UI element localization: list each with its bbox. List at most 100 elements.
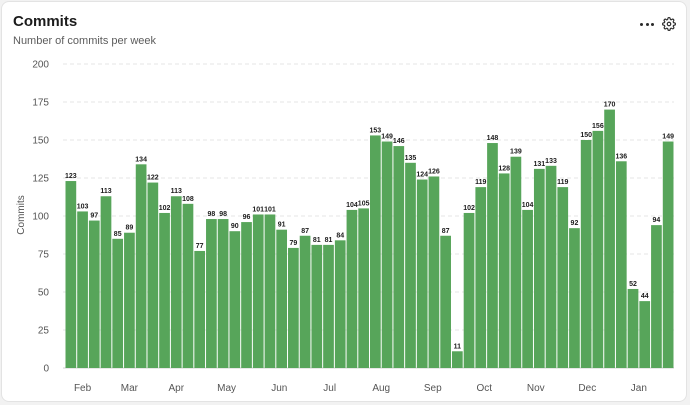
bar[interactable] bbox=[276, 229, 288, 368]
bar[interactable] bbox=[533, 168, 545, 368]
bar-value-label: 104 bbox=[522, 202, 534, 209]
y-tick-label: 0 bbox=[43, 364, 49, 375]
bar[interactable] bbox=[206, 219, 217, 368]
bar[interactable] bbox=[124, 232, 135, 368]
x-tick-label: Feb bbox=[74, 383, 92, 394]
bar-value-label: 101 bbox=[264, 206, 276, 213]
bar-value-label: 139 bbox=[510, 149, 522, 156]
bar-value-label: 136 bbox=[615, 153, 627, 160]
bar[interactable] bbox=[252, 214, 264, 368]
bar-value-label: 85 bbox=[114, 231, 122, 238]
bar-value-label: 119 bbox=[557, 179, 568, 186]
bar[interactable] bbox=[288, 247, 299, 368]
bar[interactable] bbox=[370, 135, 381, 368]
bar[interactable] bbox=[323, 244, 334, 368]
bar[interactable] bbox=[604, 109, 615, 368]
bar-value-label: 123 bbox=[65, 173, 77, 180]
bar[interactable] bbox=[135, 164, 147, 368]
x-tick-label: Jun bbox=[271, 383, 287, 394]
bar[interactable] bbox=[393, 146, 405, 368]
bar[interactable] bbox=[311, 244, 323, 368]
bar-value-label: 84 bbox=[336, 232, 344, 239]
bar[interactable] bbox=[112, 238, 124, 368]
bar[interactable] bbox=[170, 196, 182, 368]
bar[interactable] bbox=[147, 182, 159, 368]
bar-value-label: 131 bbox=[533, 161, 545, 168]
bar[interactable] bbox=[229, 231, 241, 368]
bar-value-label: 97 bbox=[90, 213, 98, 220]
bar-value-label: 148 bbox=[487, 135, 499, 142]
bar[interactable] bbox=[334, 240, 346, 368]
bar-value-label: 122 bbox=[147, 175, 159, 182]
bar[interactable] bbox=[440, 235, 451, 368]
bar-value-label: 156 bbox=[592, 123, 604, 130]
settings-button[interactable] bbox=[658, 14, 680, 34]
bar[interactable] bbox=[569, 228, 580, 368]
bar-value-label: 126 bbox=[428, 168, 440, 175]
bar[interactable] bbox=[639, 301, 651, 368]
bar[interactable] bbox=[299, 235, 311, 368]
bar[interactable] bbox=[662, 141, 674, 368]
bar-value-label: 79 bbox=[289, 240, 297, 247]
bar[interactable] bbox=[451, 351, 463, 368]
bar-value-label: 134 bbox=[135, 156, 147, 163]
bar-value-label: 124 bbox=[416, 172, 428, 179]
bar[interactable] bbox=[346, 209, 358, 368]
more-options-button[interactable] bbox=[636, 14, 658, 34]
x-tick-label: Aug bbox=[372, 383, 390, 394]
bar-value-label: 81 bbox=[313, 237, 321, 244]
bar[interactable] bbox=[510, 156, 522, 368]
bar[interactable] bbox=[182, 203, 194, 368]
y-tick-label: 25 bbox=[38, 326, 50, 337]
bar-value-label: 90 bbox=[231, 223, 239, 230]
x-tick-label: Apr bbox=[168, 383, 184, 394]
bar[interactable] bbox=[405, 162, 416, 368]
bar[interactable] bbox=[217, 219, 229, 368]
bar[interactable] bbox=[475, 187, 487, 368]
bar[interactable] bbox=[545, 165, 557, 368]
x-tick-label: Sep bbox=[424, 383, 442, 394]
bar[interactable] bbox=[487, 143, 498, 368]
bar[interactable] bbox=[498, 173, 510, 368]
bar-value-label: 96 bbox=[243, 214, 251, 221]
bar[interactable] bbox=[428, 176, 440, 368]
bar[interactable] bbox=[416, 179, 428, 368]
bar-value-label: 150 bbox=[580, 132, 592, 139]
bar[interactable] bbox=[358, 208, 369, 368]
bar-value-label: 105 bbox=[358, 200, 370, 207]
bar[interactable] bbox=[100, 196, 112, 368]
bar-value-label: 92 bbox=[571, 220, 579, 227]
bar-value-label: 133 bbox=[545, 158, 557, 165]
bar[interactable] bbox=[651, 225, 662, 368]
bar[interactable] bbox=[241, 222, 252, 368]
bar[interactable] bbox=[77, 211, 88, 368]
bar[interactable] bbox=[592, 130, 604, 368]
bar[interactable] bbox=[159, 212, 170, 368]
bar[interactable] bbox=[615, 161, 627, 368]
bar-value-label: 153 bbox=[370, 127, 382, 134]
bar-value-label: 11 bbox=[454, 343, 462, 350]
bar[interactable] bbox=[194, 250, 206, 368]
bar[interactable] bbox=[463, 212, 475, 368]
bar[interactable] bbox=[627, 288, 639, 368]
bar[interactable] bbox=[557, 187, 569, 368]
bar-value-label: 104 bbox=[346, 202, 358, 209]
bar[interactable] bbox=[264, 214, 276, 368]
bar[interactable] bbox=[522, 209, 533, 368]
bar-value-label: 113 bbox=[171, 188, 182, 195]
bar[interactable] bbox=[88, 220, 100, 368]
bar[interactable] bbox=[381, 141, 393, 368]
bar-value-label: 91 bbox=[278, 222, 286, 229]
bar-value-label: 98 bbox=[219, 211, 227, 218]
bar-value-label: 98 bbox=[207, 211, 215, 218]
x-tick-label: Oct bbox=[476, 383, 492, 394]
x-tick-label: Mar bbox=[121, 383, 139, 394]
bar-value-label: 94 bbox=[653, 217, 661, 224]
bar-value-label: 102 bbox=[463, 205, 475, 212]
x-tick-label: Jul bbox=[323, 383, 336, 394]
bar-value-label: 149 bbox=[381, 134, 393, 141]
bar[interactable] bbox=[65, 181, 77, 368]
bar[interactable] bbox=[580, 140, 592, 368]
